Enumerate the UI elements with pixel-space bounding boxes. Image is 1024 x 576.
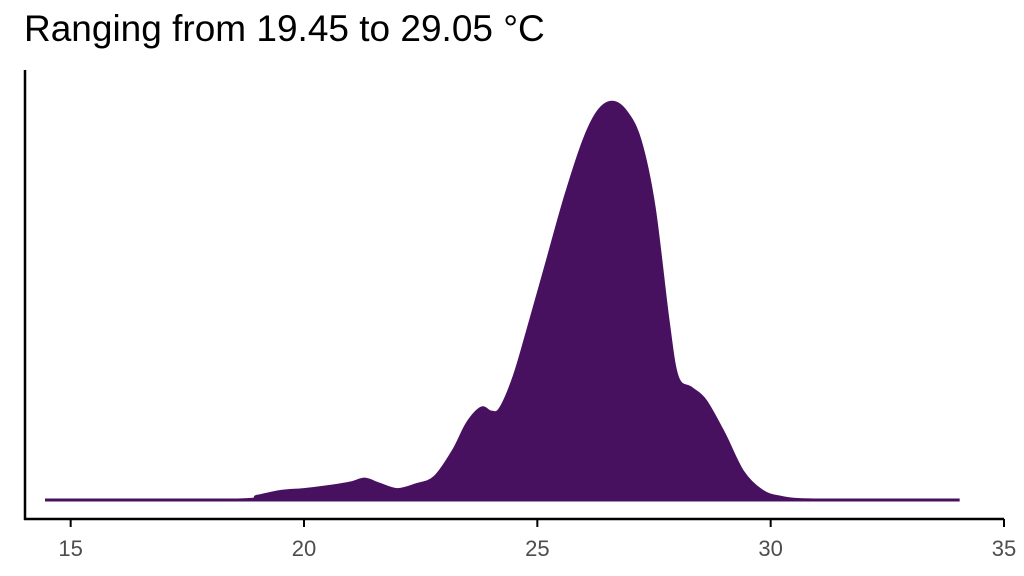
x-axis-ticks: 15 20 25 30 35 (58, 519, 1016, 561)
x-tick-label: 15 (58, 536, 82, 561)
chart-title: Ranging from 19.45 to 29.05 °C (24, 8, 545, 49)
plot-area (44, 100, 960, 502)
density-area (44, 100, 960, 502)
x-tick-label: 30 (758, 536, 782, 561)
x-tick-label: 20 (292, 536, 316, 561)
x-tick-label: 25 (525, 536, 549, 561)
x-tick-label: 35 (992, 536, 1016, 561)
